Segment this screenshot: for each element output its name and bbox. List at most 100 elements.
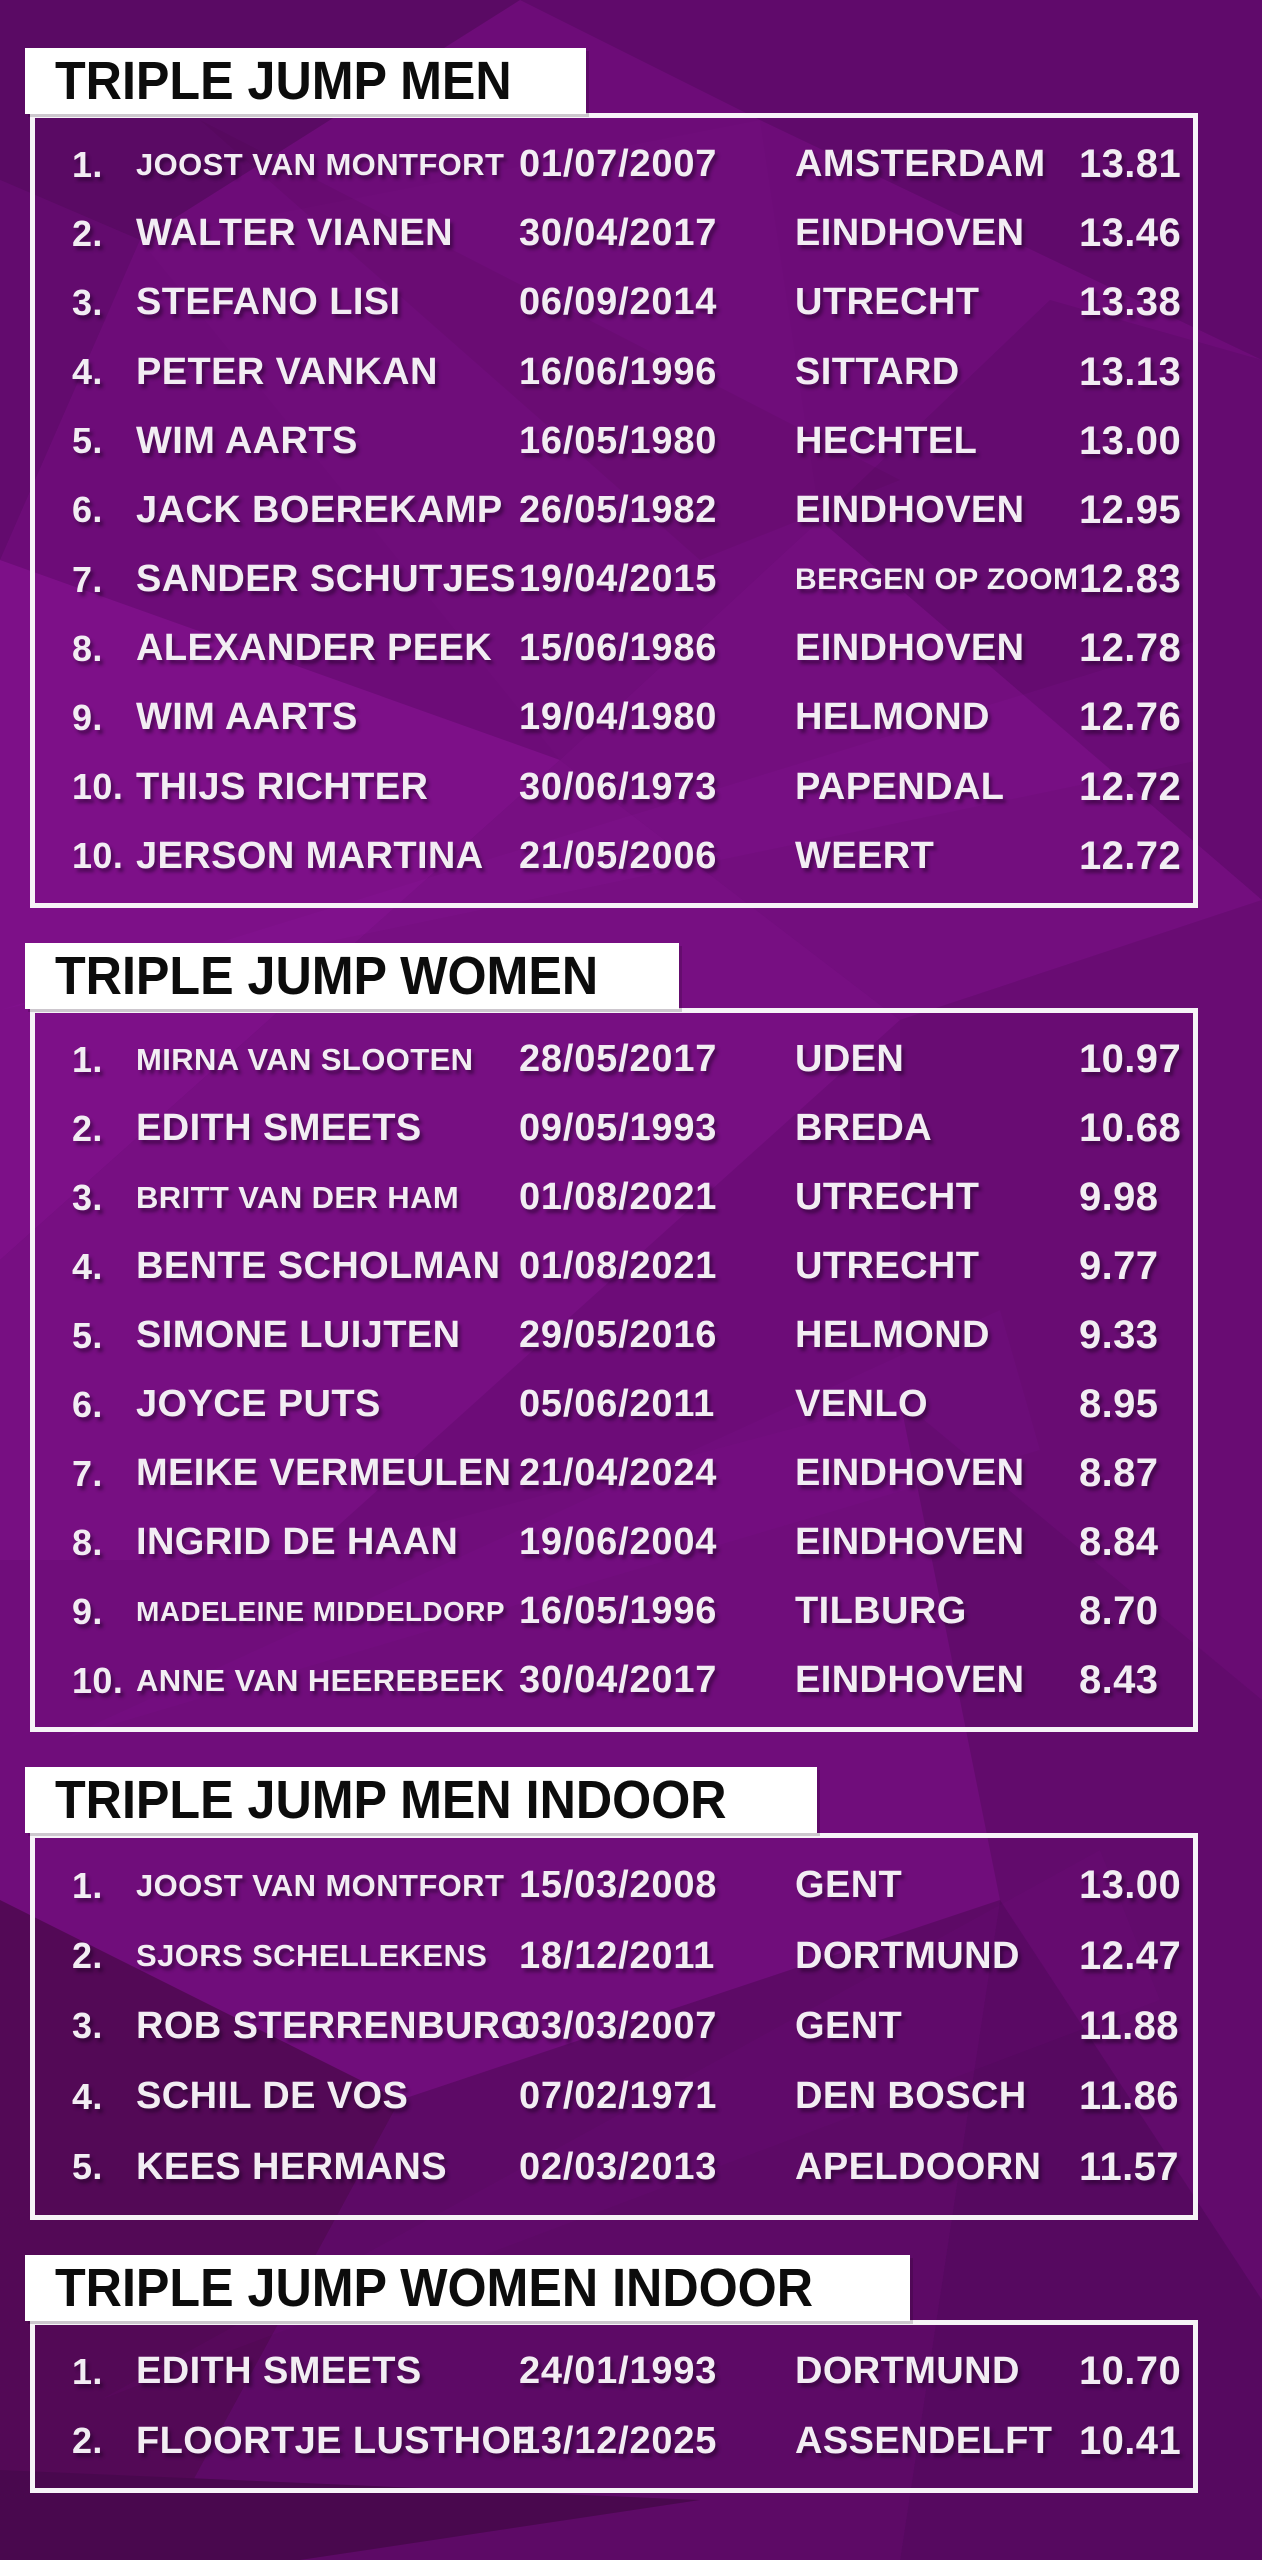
table-row: 5. WIM AARTS 16/05/1980 HECHTEL 13.00 xyxy=(35,419,1193,464)
mark-cell: 8.84 xyxy=(1079,1520,1159,1564)
table-row: 8. ALEXANDER PEEK 15/06/1986 EINDHOVEN 1… xyxy=(35,626,1193,671)
mark-cell: 10.41 xyxy=(1079,2418,1182,2463)
table-row: 2. SJORS SCHELLEKENS 18/12/2011 DORTMUND… xyxy=(35,1934,1193,1979)
athlete-name-cell: FLOORTJE LUSTHOF xyxy=(136,2419,536,2462)
date-cell: 09/05/1993 xyxy=(519,1107,718,1149)
mark-cell: 13.00 xyxy=(1079,1863,1182,1908)
rank-cell: 3. xyxy=(72,1176,103,1218)
records-table: 1. JOOST VAN MONTFORT 15/03/2008 GENT 13… xyxy=(30,1833,1198,2220)
mark-cell: 12.72 xyxy=(1079,764,1182,809)
table-row: 6. JACK BOEREKAMP 26/05/1982 EINDHOVEN 1… xyxy=(35,488,1193,533)
rank-cell: 5. xyxy=(72,420,103,462)
table-row: 1. MIRNA VAN SLOOTEN 28/05/2017 UDEN 10.… xyxy=(35,1037,1193,1082)
city-cell: EINDHOVEN xyxy=(795,1452,1025,1494)
date-cell: 16/05/1996 xyxy=(519,1590,718,1632)
city-cell: HECHTEL xyxy=(795,419,978,462)
city-cell: UDEN xyxy=(795,1038,905,1080)
date-cell: 26/05/1982 xyxy=(519,488,718,531)
date-cell: 18/12/2011 xyxy=(519,1934,716,1977)
athlete-name-cell: MIRNA VAN SLOOTEN xyxy=(136,1041,474,1077)
date-cell: 19/06/2004 xyxy=(519,1521,718,1563)
athlete-name-cell: ROB STERRENBURG xyxy=(136,2004,531,2047)
athlete-name-cell: THIJS RICHTER xyxy=(136,765,429,808)
city-cell: VENLO xyxy=(795,1383,928,1425)
city-cell: HELMOND xyxy=(795,1314,990,1356)
athlete-name-cell: BENTE SCHOLMAN xyxy=(136,1245,501,1287)
city-cell: EINDHOVEN xyxy=(795,1659,1025,1701)
mark-cell: 11.88 xyxy=(1079,2003,1179,2048)
athlete-name-cell: JOOST VAN MONTFORT xyxy=(136,1867,505,1903)
date-cell: 07/02/1971 xyxy=(519,2075,718,2118)
date-cell: 21/04/2024 xyxy=(519,1452,718,1494)
rank-cell: 1. xyxy=(72,1038,103,1080)
mark-cell: 8.70 xyxy=(1079,1589,1159,1633)
rank-cell: 10. xyxy=(72,1659,124,1701)
city-cell: PAPENDAL xyxy=(795,765,1005,808)
date-cell: 19/04/2015 xyxy=(519,558,718,601)
table-row: 4. SCHIL DE VOS 07/02/1971 DEN BOSCH 11.… xyxy=(35,2074,1193,2119)
mark-cell: 8.95 xyxy=(1079,1382,1159,1426)
mark-cell: 11.86 xyxy=(1079,2074,1179,2119)
rank-cell: 9. xyxy=(72,696,103,738)
rank-cell: 2. xyxy=(72,212,103,254)
table-row: 7. MEIKE VERMEULEN 21/04/2024 EINDHOVEN … xyxy=(35,1451,1193,1496)
city-cell: DORTMUND xyxy=(795,1934,1020,1977)
city-cell: AMSTERDAM xyxy=(795,143,1046,186)
table-row: 5. SIMONE LUIJTEN 29/05/2016 HELMOND 9.3… xyxy=(35,1313,1193,1358)
table-row: 3. BRITT VAN DER HAM 01/08/2021 UTRECHT … xyxy=(35,1175,1193,1220)
mark-cell: 12.47 xyxy=(1079,1933,1182,1978)
rank-cell: 1. xyxy=(72,143,103,185)
athlete-name-cell: INGRID DE HAAN xyxy=(136,1521,459,1563)
section-title-box: TRIPLE JUMP MEN INDOOR xyxy=(25,1767,818,1833)
section-title: TRIPLE JUMP WOMEN INDOOR xyxy=(55,2258,813,2318)
city-cell: TILBURG xyxy=(795,1590,967,1632)
athlete-name-cell: KEES HERMANS xyxy=(136,2145,447,2188)
date-cell: 30/04/2017 xyxy=(519,1659,718,1701)
date-cell: 16/05/1980 xyxy=(519,419,718,462)
records-table: 1. JOOST VAN MONTFORT 01/07/2007 AMSTERD… xyxy=(30,113,1198,908)
table-row: 4. PETER VANKAN 16/06/1996 SITTARD 13.13 xyxy=(35,350,1193,395)
city-cell: EINDHOVEN xyxy=(795,212,1025,255)
date-cell: 28/05/2017 xyxy=(519,1038,718,1080)
table-row: 10. THIJS RICHTER 30/06/1973 PAPENDAL 12… xyxy=(35,765,1193,810)
date-cell: 30/06/1973 xyxy=(519,765,718,808)
rank-cell: 2. xyxy=(72,2420,103,2462)
table-row: 1. EDITH SMEETS 24/01/1993 DORTMUND 10.7… xyxy=(35,2349,1193,2394)
records-table: 1. EDITH SMEETS 24/01/1993 DORTMUND 10.7… xyxy=(30,2320,1198,2493)
mark-cell: 13.38 xyxy=(1079,280,1182,325)
city-cell: GENT xyxy=(795,2004,903,2047)
section-title-box: TRIPLE JUMP WOMEN INDOOR xyxy=(25,2255,911,2321)
rank-cell: 5. xyxy=(72,1314,103,1356)
mark-cell: 12.72 xyxy=(1079,833,1182,878)
athlete-name-cell: WALTER VIANEN xyxy=(136,212,453,255)
date-cell: 30/04/2017 xyxy=(519,212,718,255)
city-cell: DEN BOSCH xyxy=(795,2075,1027,2118)
athlete-name-cell: SCHIL DE VOS xyxy=(136,2075,409,2118)
athlete-name-cell: SIMONE LUIJTEN xyxy=(136,1314,461,1356)
rank-cell: 4. xyxy=(72,2075,103,2117)
date-cell: 19/04/1980 xyxy=(519,696,718,739)
city-cell: HELMOND xyxy=(795,696,990,739)
rank-cell: 2. xyxy=(72,1935,103,1977)
athlete-name-cell: EDITH SMEETS xyxy=(136,1107,422,1149)
rank-cell: 4. xyxy=(72,1245,103,1287)
athlete-name-cell: WIM AARTS xyxy=(136,696,358,739)
rank-cell: 7. xyxy=(72,1452,103,1494)
table-row: 8. INGRID DE HAAN 19/06/2004 EINDHOVEN 8… xyxy=(35,1520,1193,1565)
date-cell: 01/08/2021 xyxy=(519,1176,718,1218)
rank-cell: 8. xyxy=(72,627,103,669)
date-cell: 01/07/2007 xyxy=(519,143,718,186)
table-row: 9. MADELEINE MIDDELDORP 16/05/1996 TILBU… xyxy=(35,1589,1193,1634)
mark-cell: 10.68 xyxy=(1079,1106,1182,1150)
city-cell: ASSENDELFT xyxy=(795,2419,1053,2462)
athlete-name-cell: STEFANO LISI xyxy=(136,281,401,324)
date-cell: 15/06/1986 xyxy=(519,627,718,670)
city-cell: BERGEN OP ZOOM xyxy=(795,562,1079,596)
table-row: 4. BENTE SCHOLMAN 01/08/2021 UTRECHT 9.7… xyxy=(35,1244,1193,1289)
rank-cell: 6. xyxy=(72,1383,103,1425)
date-cell: 06/09/2014 xyxy=(519,281,718,324)
mark-cell: 12.83 xyxy=(1079,557,1182,602)
rank-cell: 6. xyxy=(72,489,103,531)
rank-cell: 8. xyxy=(72,1521,103,1563)
mark-cell: 12.95 xyxy=(1079,487,1182,532)
